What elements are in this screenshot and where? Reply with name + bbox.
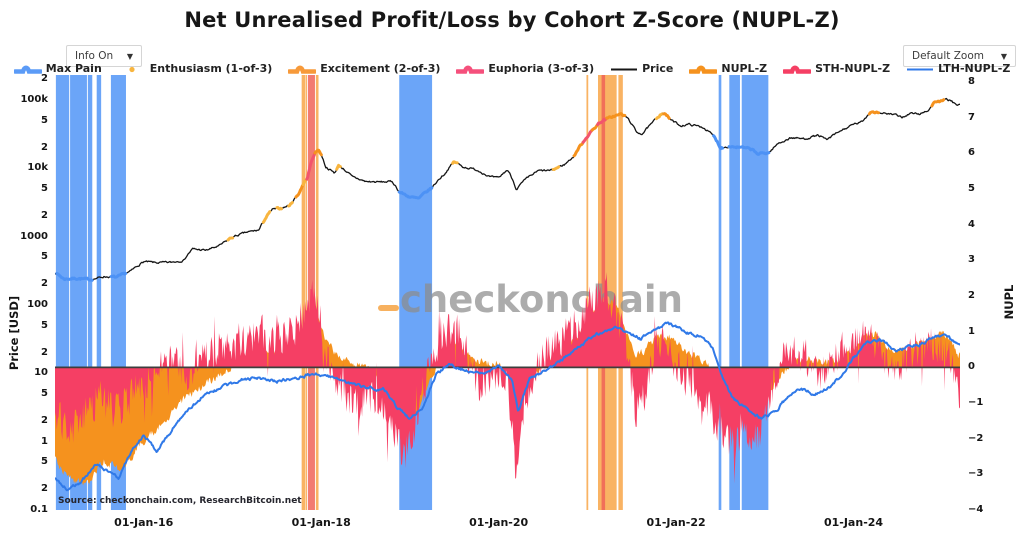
y-left-tick: 2 (41, 278, 48, 290)
x-axis-tick: 01-Jan-20 (469, 516, 529, 529)
legend-item-nupl-z[interactable]: NUPL-Z (689, 62, 767, 75)
y-left-tick: 2 (41, 346, 48, 358)
legend-label: STH-NUPL-Z (815, 62, 891, 75)
legend-label: NUPL-Z (721, 62, 768, 75)
legend-label: Max Pain (45, 62, 102, 75)
info-toggle-label: Info On (75, 50, 114, 62)
y-right-tick: 1 (968, 325, 975, 337)
x-axis-tick: 01-Jan-24 (823, 516, 884, 529)
y-left-tick: 2 (41, 210, 48, 222)
area-trace-icon (288, 65, 317, 74)
y-left-tick: 2 (41, 73, 48, 85)
y-left-tick: 5 (41, 114, 48, 126)
legend-label: Euphoria (3-of-3) (488, 62, 595, 75)
y-right-tick: 2 (968, 290, 975, 302)
line-trace-icon (611, 68, 638, 70)
chevron-down-icon: ▼ (1000, 51, 1007, 61)
y-left-tick: 5 (41, 319, 48, 331)
page-title: Net Unrealised Profit/Loss by Cohort Z-S… (184, 8, 840, 32)
y-axis-right-title: NUPL (1002, 284, 1016, 320)
y-left-tick: 2 (41, 415, 48, 427)
legend-item-enthusiasm-1-of-3[interactable]: Enthusiasm (1-of-3) (118, 62, 273, 75)
line-trace-icon (907, 68, 934, 70)
legend-label: Enthusiasm (1-of-3) (149, 62, 273, 75)
y-left-tick: 0.1 (30, 504, 48, 515)
y-right-tick: −4 (968, 504, 984, 515)
legend-item-max-pain[interactable]: Max Pain (13, 62, 102, 75)
y-right-tick: 6 (968, 147, 975, 159)
legend-item-sth-nupl-z[interactable]: STH-NUPL-Z (783, 62, 890, 75)
source-note: Source: checkonchain.com, ResearchBitcoi… (58, 496, 302, 506)
y-left-tick: 2 (41, 141, 48, 153)
y-left-tick: 10 (34, 367, 48, 379)
y-left-tick: 5 (41, 251, 48, 263)
legend-label: LTH-NUPL-Z (938, 62, 1011, 75)
legend-label: Price (642, 62, 674, 75)
y-right-tick: 5 (968, 183, 975, 195)
x-axis-tick: 01-Jan-22 (646, 516, 706, 529)
zoom-preset-label: Default Zoom (912, 50, 984, 62)
area-trace-icon (783, 65, 812, 74)
y-right-tick: −3 (968, 468, 984, 480)
info-toggle-dropdown[interactable]: Info On ▼ (66, 45, 142, 67)
y-right-tick: −2 (968, 432, 984, 444)
chart-canvas[interactable] (55, 75, 960, 510)
area-trace-icon (13, 65, 42, 74)
y-right-tick: 7 (968, 111, 975, 123)
y-left-tick: 100k (20, 93, 48, 105)
legend-item-excitement-2-of-3[interactable]: Excitement (2-of-3) (288, 62, 440, 75)
x-axis-tick: 01-Jan-16 (114, 516, 174, 529)
y-right-tick: 4 (968, 218, 975, 230)
x-axis-tick: 01-Jan-18 (291, 516, 351, 529)
y-left-tick: 1000 (20, 230, 48, 242)
y-left-tick: 5 (41, 182, 48, 194)
legend-label: Excitement (2-of-3) (320, 62, 441, 75)
legend: Max Pain Enthusiasm (1-of-3) Excitement (2… (0, 62, 1024, 75)
y-right-tick: 8 (968, 76, 975, 88)
y-right-tick: −1 (968, 397, 984, 409)
y-left-tick: 5 (41, 387, 48, 399)
dot-marker-icon (129, 66, 135, 72)
y-right-tick: 0 (968, 361, 975, 373)
y-left-tick: 1 (41, 435, 48, 447)
y-left-tick: 100 (27, 298, 48, 310)
legend-item-lth-nupl-z[interactable]: LTH-NUPL-Z (906, 62, 1010, 75)
legend-item-price[interactable]: Price (610, 62, 673, 75)
y-right-tick: 3 (968, 254, 975, 266)
legend-item-euphoria-3-of-3[interactable]: Euphoria (3-of-3) (456, 62, 594, 75)
zoom-preset-dropdown[interactable]: Default Zoom ▼ (903, 45, 1016, 67)
chevron-down-icon: ▼ (126, 51, 133, 61)
area-trace-icon (689, 65, 718, 74)
y-left-tick: 10k (27, 162, 48, 174)
y-axis-left-title: Price [USD] (7, 295, 21, 371)
area-trace-icon (456, 65, 485, 74)
y-left-tick: 2 (41, 483, 48, 495)
y-left-tick: 5 (41, 456, 48, 468)
